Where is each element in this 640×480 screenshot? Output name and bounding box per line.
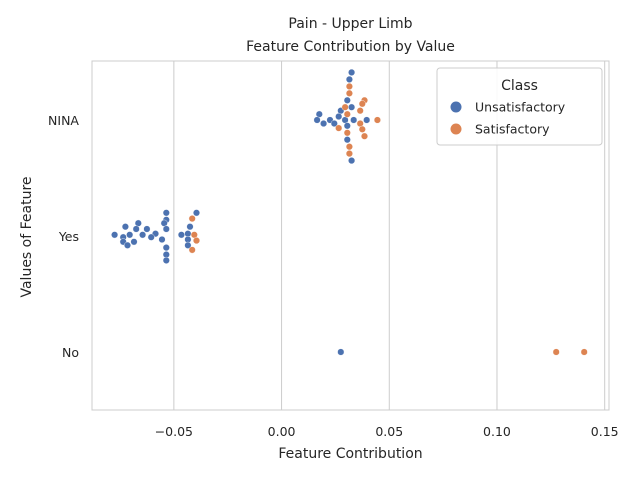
y-tick-label: No: [62, 345, 79, 360]
data-point-unsatisfactory: [337, 348, 345, 356]
data-point-satisfactory: [188, 215, 196, 223]
data-point-satisfactory: [345, 89, 353, 97]
legend-label-satisfactory: Satisfactory: [475, 122, 550, 137]
chart-subtitle: Feature Contribution by Value: [246, 39, 455, 55]
data-point-unsatisfactory: [186, 223, 194, 231]
x-axis-label: Feature Contribution: [278, 446, 422, 462]
data-point-unsatisfactory: [348, 68, 356, 76]
x-tick-label: 0.15: [591, 424, 619, 439]
data-point-unsatisfactory: [126, 231, 134, 239]
data-point-satisfactory: [341, 103, 349, 111]
plot-frame: [91, 60, 610, 411]
data-point-satisfactory: [192, 237, 200, 245]
data-point-unsatisfactory: [348, 103, 356, 111]
y-axis-label: Values of Feature: [19, 176, 35, 297]
data-point-unsatisfactory: [345, 75, 353, 83]
legend-marker-satisfactory: [450, 123, 462, 135]
legend-box: [436, 67, 603, 146]
data-point-unsatisfactory: [348, 157, 356, 165]
x-tick-label: 0.10: [483, 424, 511, 439]
x-tick-labels: −0.05 0.00 0.05 0.10 0.15: [155, 424, 619, 439]
data-point-unsatisfactory: [162, 225, 170, 233]
data-point-satisfactory: [361, 132, 369, 140]
data-point-unsatisfactory: [147, 233, 155, 241]
data-point-satisfactory: [188, 246, 196, 254]
data-point-satisfactory: [335, 124, 343, 132]
legend-label-unsatisfactory: Unsatisfactory: [475, 100, 566, 115]
data-point-satisfactory: [345, 150, 353, 158]
x-tick-label: 0.00: [268, 424, 296, 439]
data-point-unsatisfactory: [132, 225, 140, 233]
data-point-unsatisfactory: [330, 119, 338, 127]
data-point-satisfactory: [358, 125, 366, 133]
data-point-unsatisfactory: [143, 225, 151, 233]
data-point-unsatisfactory: [343, 96, 351, 104]
data-point-unsatisfactory: [320, 119, 328, 127]
data-point-satisfactory: [373, 116, 381, 124]
data-point-unsatisfactory: [177, 231, 185, 239]
x-tick-label: −0.05: [155, 424, 193, 439]
data-point-satisfactory: [343, 110, 351, 118]
data-point-unsatisfactory: [313, 116, 321, 124]
data-point-unsatisfactory: [343, 122, 351, 130]
data-point-unsatisfactory: [343, 136, 351, 144]
data-point-unsatisfactory: [111, 231, 119, 239]
data-point-satisfactory: [345, 143, 353, 151]
data-point-unsatisfactory: [335, 112, 343, 120]
data-point-unsatisfactory: [123, 241, 131, 249]
data-point-satisfactory: [356, 107, 364, 115]
data-point-satisfactory: [358, 100, 366, 108]
data-point-satisfactory: [345, 82, 353, 90]
data-point-satisfactory: [552, 348, 560, 356]
data-point-unsatisfactory: [162, 244, 170, 252]
data-point-unsatisfactory: [184, 241, 192, 249]
y-tick-label: NINA: [48, 113, 79, 128]
legend: Class Unsatisfactory Satisfactory: [436, 67, 603, 146]
legend-marker-unsatisfactory: [450, 101, 462, 113]
data-point-unsatisfactory: [350, 116, 358, 124]
data-point-unsatisfactory: [158, 235, 166, 243]
x-tick-label: 0.05: [375, 424, 403, 439]
data-point-unsatisfactory: [162, 256, 170, 264]
data-point-satisfactory: [580, 348, 588, 356]
data-point-unsatisfactory: [192, 209, 200, 217]
data-point-unsatisfactory: [121, 223, 129, 231]
legend-title: Class: [501, 78, 538, 94]
data-point-unsatisfactory: [162, 209, 170, 217]
data-points: [111, 68, 588, 356]
data-point-unsatisfactory: [363, 116, 371, 124]
chart-title: Pain - Upper Limb: [288, 16, 412, 32]
data-point-unsatisfactory: [130, 238, 138, 246]
y-tick-labels: NINA Yes No: [48, 113, 79, 360]
data-point-unsatisfactory: [139, 231, 147, 239]
y-tick-label: Yes: [58, 229, 79, 244]
data-point-satisfactory: [343, 129, 351, 137]
